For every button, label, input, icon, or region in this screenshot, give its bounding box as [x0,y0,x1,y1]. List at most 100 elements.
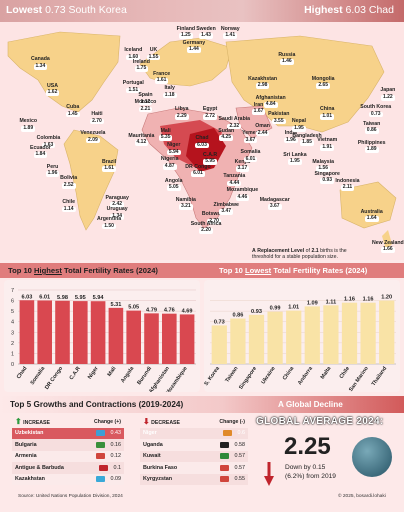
decline-arrow-icon [264,462,274,486]
map-label-russia: Russia 1.46 [278,51,296,65]
change-value: 0.09 [110,476,122,483]
x-tick-label: Chile [339,366,351,380]
map-label-usa: USA 1.62 [45,82,60,96]
map-label-norway: Norway 1.41 [220,25,240,39]
table-row: Bulgaria 0.16 [12,439,124,451]
lowest-chart-title: Top 10 Lowest Total Fertility Rates (202… [219,266,368,275]
increase-header-row: ⬆ INCREASE Change (+) [12,416,124,428]
flag-icon [95,441,105,448]
map-label-paraguay: Paraguay 2.42 [105,194,129,208]
bar-china [286,310,302,364]
bar-san-marino [360,302,376,364]
map-label-nepal: Nepal 1.95 [291,118,307,132]
flag-icon [222,430,232,437]
decrease-change-header: Change (-) [219,418,245,425]
down-arrow-icon: ⬇ [143,417,150,427]
data-label: 1.16 [363,297,374,303]
x-tick-label: Singapore [238,366,258,391]
map-label-botswana: Botswana 2.70 [201,211,227,225]
map-label-chile: Chile 1.14 [61,199,76,213]
bar-burundi [144,313,159,364]
y-tick-label: 6 [11,299,14,305]
flag-icon [95,476,105,483]
highest-chart-title: Top 10 Highest Total Fertility Rates (20… [8,266,158,275]
replacement-level-note: A Replacement Level of 2.1 births is the… [252,248,347,261]
decrease-header: DECREASE [151,420,180,427]
data-label: 4.69 [182,308,193,314]
table-row: Armenia 0.12 [12,450,124,462]
highest-chart-svg: 0 1 2 3 4 5 6 7 6.03 Chad 6.01 Somalia 5.98 DR Congo 5… [11,288,196,396]
map-label-c-a-r: C.A.R 5.95 [203,151,218,165]
globe-icon [352,437,392,477]
map-label-egypt: Egypt 2.72 [202,106,218,120]
highest-value: 6.03 Chad [345,4,394,16]
map-label-finland: Finland 1.25 [176,25,196,39]
table-row: Kazakhstan 0.09 [12,473,124,485]
australia-landmass [339,181,397,229]
map-label-iceland: Iceland 1.60 [124,46,143,61]
map-label-cuba: Cuba 1.45 [65,104,80,118]
data-label: 5.05 [128,305,139,311]
map-label-portugal: Portugal 1.51 [122,80,144,94]
map-label-japan: Japan 1.22 [380,87,396,101]
change-value: 0.57 [234,464,246,471]
country-name: Antigue & Barbuda [15,464,64,471]
map-label-south-africa: South Africa 2.20 [190,220,222,234]
lowest-chart-svg: 0.73 S. Korea 0.86 Taiwan 0.93 Singapore 0.99 U… [203,295,396,393]
map-label-bolivia: Bolivia 2.52 [60,175,78,189]
data-label: 0.93 [251,309,262,315]
map-label-ecuador: Ecuador 1.84 [30,144,51,158]
table-row: Kyrgyzstan 0.55 [140,473,248,485]
map-label-kazakhstan: Kazakhstan 2.98 [248,75,278,89]
data-label: 5.31 [110,302,121,308]
flag-icon [95,453,105,460]
map-label-chad: Chad 6.03 [195,135,209,149]
data-label: 5.94 [93,295,105,301]
global-average-heading: GLOBAL AVERAGE 2024: [256,416,384,427]
map-label-namibia: Namibia 3.21 [175,196,196,211]
y-tick-label: 0 [11,362,14,368]
change-value: 0.16 [110,441,122,448]
bar-singapore [248,314,265,364]
up-arrow-icon: ⬆ [15,417,22,427]
map-label-niger: Niger 5.94 [166,142,181,156]
change-value: 0.43 [110,430,122,437]
map-label-uruguay: Uruguay 1.34 [106,206,128,220]
x-tick-label: DR Congo [44,365,64,391]
country-name: Kazakhstan [15,476,45,483]
map-label-india: India 1.96 [284,130,298,144]
map-label-mali: Mali 5.35 [158,127,173,142]
data-label: 1.01 [288,305,299,311]
country-name: Armenia [15,453,37,460]
flag-icon [98,464,108,471]
x-tick-label: S. Korea [204,365,222,387]
map-label-sri-lanka: Sri Lanka 1.95 [283,151,307,165]
bar-taiwan [230,318,246,364]
y-tick-label: 2 [11,341,14,347]
flag-icon [219,464,229,471]
map-label-ireland: Ireland 1.75 [132,58,150,73]
data-label: 4.76 [164,308,175,314]
map-label-colombia: Colombia 1.63 [36,135,61,149]
map-label-oman: Oman 2.44 [255,123,270,137]
increase-header: INCREASE [23,420,50,427]
table-row: Antigue & Barbuda 0.1 [12,462,124,474]
country-name: Bulgaria [15,441,37,448]
map-label-peru: Peru 1.96 [45,163,60,177]
map-label-australia: Australia 1.64 [360,208,383,222]
bar-malta [323,305,339,364]
bar-ukraine [267,311,283,364]
map-label-mozambique: Mozambique 4.46 [226,187,259,201]
map-label-spain: Spain 1.12 [138,92,153,106]
change-value: 0.57 [234,453,246,460]
highest-chart: 0 1 2 3 4 5 6 7 6.03 Chad 6.01 Somalia 5.98 DR Congo 5… [4,280,200,396]
map-label-iran: Iran 1.67 [251,101,266,115]
map-label-sudan: Sudan 4.25 [218,127,235,142]
map-label-madagascar: Madagascar 3.67 [259,196,290,211]
map-label-france: France 1.61 [153,70,171,84]
map-label-malaysia: Malaysia 1.56 [312,158,334,172]
flag-icon [219,476,229,483]
x-tick-label: Taiwan [224,366,239,384]
x-tick-label: China [282,365,296,382]
